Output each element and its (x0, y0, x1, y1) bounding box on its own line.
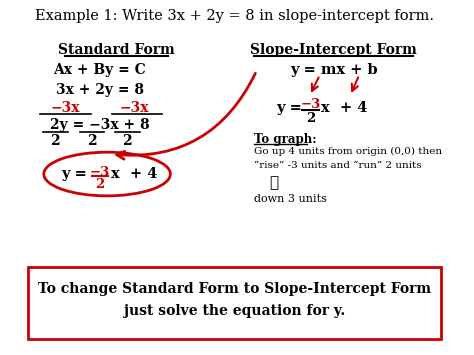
Text: just solve the equation for y.: just solve the equation for y. (124, 304, 345, 318)
Text: 2: 2 (122, 134, 132, 148)
Text: x  + 4: x + 4 (111, 167, 157, 181)
FancyArrowPatch shape (117, 73, 255, 159)
Text: Example 1: Write 3x + 2y = 8 in slope-intercept form.: Example 1: Write 3x + 2y = 8 in slope-in… (35, 9, 434, 23)
Text: y =: y = (61, 167, 92, 181)
Text: 2: 2 (95, 178, 104, 191)
Text: −3x: −3x (120, 100, 149, 115)
Text: x  + 4: x + 4 (321, 100, 367, 115)
Text: −3: −3 (90, 166, 110, 179)
Text: 2: 2 (50, 134, 60, 148)
Text: y = mx + b: y = mx + b (290, 63, 377, 77)
Text: 3x + 2y = 8: 3x + 2y = 8 (56, 83, 144, 97)
FancyBboxPatch shape (28, 267, 441, 339)
Text: down 3 units: down 3 units (254, 194, 327, 204)
Text: To graph:: To graph: (254, 133, 317, 146)
Text: 2: 2 (306, 111, 315, 125)
Text: Standard Form: Standard Form (58, 43, 174, 57)
Text: Ax + By = C: Ax + By = C (54, 63, 146, 77)
Text: “rise” -3 units and “run” 2 units: “rise” -3 units and “run” 2 units (254, 161, 421, 170)
Text: −3x: −3x (50, 100, 80, 115)
Text: y =: y = (276, 100, 307, 115)
Text: To change Standard Form to Slope-Intercept Form: To change Standard Form to Slope-Interce… (38, 282, 431, 296)
Text: ⏟: ⏟ (269, 175, 279, 190)
Text: −3: −3 (301, 98, 321, 111)
Text: Go up 4 units from origin (0,0) then: Go up 4 units from origin (0,0) then (254, 147, 442, 156)
Text: 2: 2 (87, 134, 96, 148)
Text: 2y = −3x + 8: 2y = −3x + 8 (50, 119, 150, 132)
Text: Slope-Intercept Form: Slope-Intercept Form (250, 43, 417, 57)
